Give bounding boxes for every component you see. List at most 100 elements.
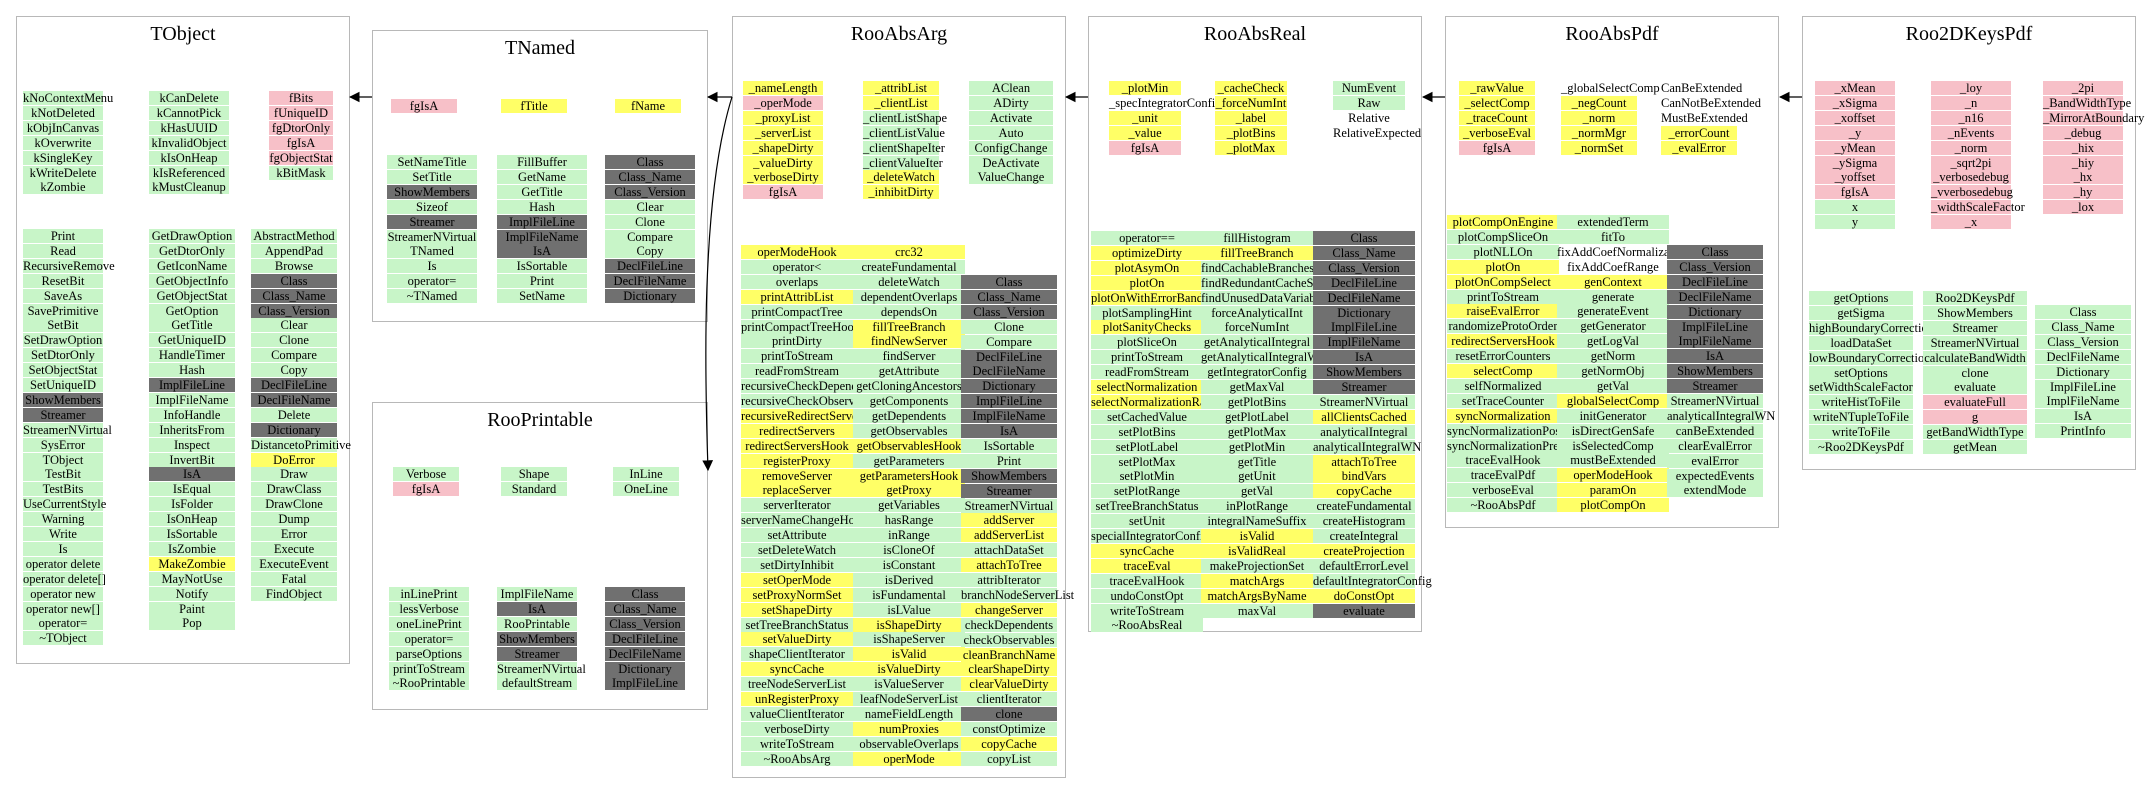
member-item: createFundamental <box>1313 499 1415 514</box>
member-item: defaultStream <box>497 676 577 691</box>
member-item: writeToStream <box>1091 603 1203 618</box>
member-item: setCachedValue <box>1091 409 1203 424</box>
member-item: DeclFileName <box>605 646 685 661</box>
member-item: integralNameSuffix <box>1201 514 1313 529</box>
member-item: Class_Name <box>1313 245 1415 260</box>
member-item: DeclFileName <box>251 392 337 407</box>
member-item: getAttribute <box>853 364 965 379</box>
member-item: matchArgsByName <box>1201 588 1313 603</box>
member-item: Notify <box>149 586 235 601</box>
member-item: removeServer <box>741 468 853 483</box>
member-item: isDirectGenSafe <box>1557 423 1669 438</box>
member-item: plotCompOn <box>1557 498 1669 513</box>
member-item: StreamerNVirtual <box>1667 394 1763 408</box>
member-item: x <box>1815 200 1895 215</box>
member-item: DrawClone <box>251 497 337 512</box>
member-item: treeNodeServerList <box>741 677 853 692</box>
member-item: InfoHandle <box>149 407 235 422</box>
member-item: printCompactTree <box>741 304 853 319</box>
member-item: setPlotRange <box>1091 484 1203 499</box>
member-item: printToStream <box>741 349 853 364</box>
member-item: valueClientIterator <box>741 706 853 721</box>
member-item: _unit <box>1109 110 1181 125</box>
member-item: kIsReferenced <box>149 165 229 180</box>
member-item: deleteWatch <box>853 274 965 289</box>
member-item: writeToStream <box>741 736 853 751</box>
member-item: kCannotPick <box>149 105 229 120</box>
member-item: InvertBit <box>149 452 235 467</box>
member-item: getLogVal <box>1557 334 1669 349</box>
member-item: operModeHook <box>1557 468 1669 483</box>
member-item: _globalSelectComp <box>1561 81 1660 95</box>
member-item: kHasUUID <box>149 120 229 135</box>
member-item: Paint <box>149 601 235 616</box>
member-item: clearShapeDirty <box>961 662 1057 677</box>
member-item: IsA <box>497 244 587 259</box>
member-item: ~Roo2DKeysPdf <box>1809 440 1913 454</box>
member-item: selectNormalization <box>1091 380 1203 394</box>
member-item: _xSigma <box>1815 95 1895 110</box>
member-item: fgIsA <box>391 99 457 113</box>
member-item: MakeZombie <box>149 556 235 571</box>
member-item: addServerList <box>961 528 1057 543</box>
member-item: Class <box>1667 245 1763 259</box>
member-item: fixAddCoefNormalization <box>1557 244 1689 259</box>
member-item: crc32 <box>853 245 965 259</box>
member-item: Compare <box>605 229 695 244</box>
member-item: ShowMembers <box>497 631 577 646</box>
member-item: Fatal <box>251 571 337 586</box>
member-item: clearValueDirty <box>961 677 1057 692</box>
member-item: _plotBins <box>1215 125 1287 140</box>
member-item: Class_Version <box>2035 334 2131 349</box>
member-item: Hash <box>497 199 587 214</box>
member-item: printAttribList <box>741 289 853 304</box>
member-item: setPlotBins <box>1091 424 1203 439</box>
member-item: ImplFileName <box>149 392 235 407</box>
member-item: setTreeBranchStatus <box>741 617 853 632</box>
member-item: hasRange <box>853 513 965 528</box>
member-item: forceAnalyticalInt <box>1201 305 1313 320</box>
member-item: observableOverlaps <box>853 736 965 751</box>
member-item: analyticalIntegral <box>1313 424 1415 439</box>
member-item: SetDtorOnly <box>23 348 103 363</box>
member-item: matchArgs <box>1201 573 1313 588</box>
member-item: isLValue <box>853 602 965 617</box>
member-item: ADirty <box>969 95 1053 110</box>
member-item: expectedEvents <box>1667 468 1763 483</box>
member-item: ImplFileLine <box>1667 319 1763 334</box>
member-item: operator= <box>389 631 469 646</box>
member-item: extendMode <box>1667 483 1763 498</box>
member-item: _hix <box>2043 140 2123 155</box>
member-item: Streamer <box>387 214 477 229</box>
member-item: Streamer <box>497 646 577 661</box>
member-item: Streamer <box>23 407 103 422</box>
member-item: printToStream <box>1091 350 1203 365</box>
member-item: getAnalyticalIntegral <box>1201 335 1313 350</box>
member-item: GetName <box>497 169 587 184</box>
member-item: getVariables <box>853 498 965 513</box>
member-item: _rawValue <box>1459 81 1535 95</box>
member-item: GetObjectStat <box>149 288 235 303</box>
member-item: replaceServer <box>741 483 853 498</box>
member-item: Class <box>961 275 1057 289</box>
member-item: Dictionary <box>605 289 695 304</box>
member-item: loadDataSet <box>1809 335 1913 350</box>
member-item: Streamer <box>1313 380 1415 394</box>
member-item: OneLine <box>613 481 679 496</box>
member-item: StreamerNVirtual <box>23 422 112 437</box>
member-item: _clientList <box>863 95 939 110</box>
member-item: copyCache <box>1313 484 1415 499</box>
member-item: attachToTree <box>961 558 1057 573</box>
member-item: redirectServersHook <box>741 438 853 453</box>
member-item: findServer <box>853 349 965 364</box>
member-item: ~RooAbsPdf <box>1447 498 1559 513</box>
member-item: paramOn <box>1557 483 1669 498</box>
member-item: findRedundantCacheServers <box>1201 275 1345 290</box>
member-item: kIsOnHeap <box>149 150 229 165</box>
member-item: Execute <box>251 541 337 556</box>
member-item: Clone <box>961 319 1057 334</box>
member-item: isShapeDirty <box>853 617 965 632</box>
class-box-rooabsarg: RooAbsArg _nameLength _operMode _proxyList _… <box>732 16 1074 778</box>
member-item: analyticalIntegralWN <box>1667 408 1776 423</box>
member-item: cleanBranchName <box>961 647 1057 662</box>
